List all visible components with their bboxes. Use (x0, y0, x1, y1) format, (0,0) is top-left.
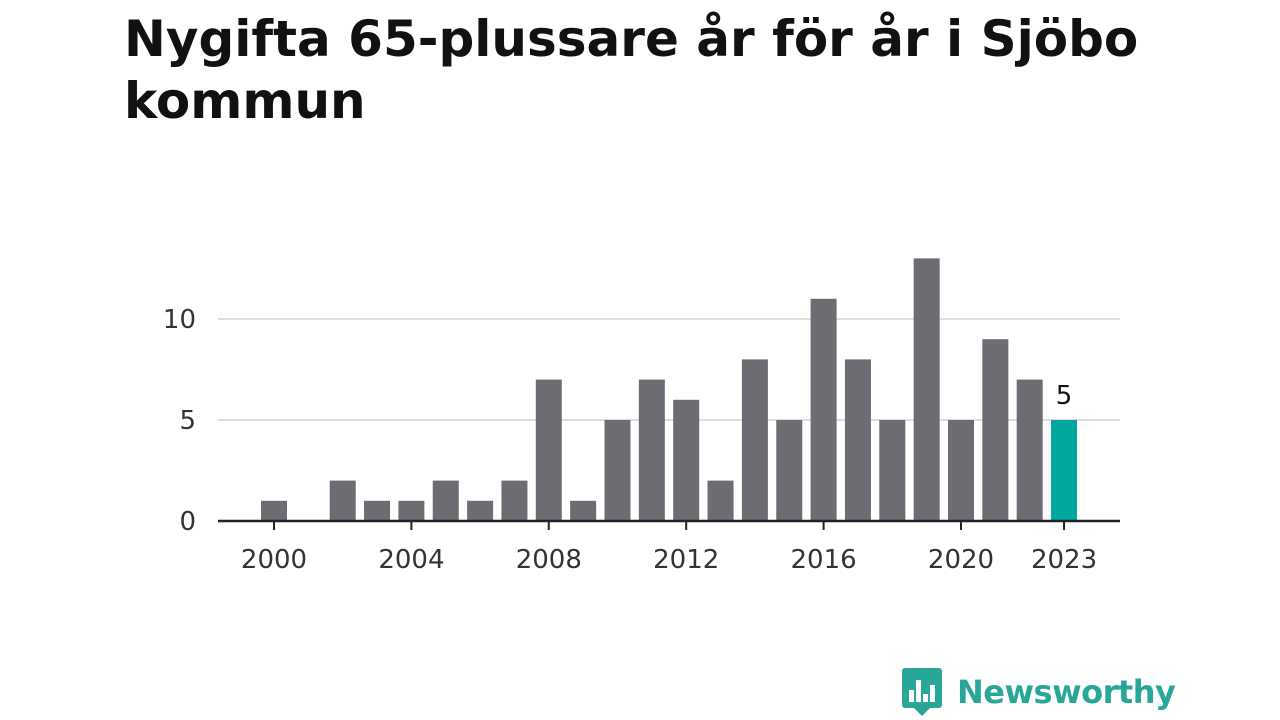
x-tick-label: 2023 (1031, 545, 1097, 575)
newsworthy-logo: Newsworthy (902, 668, 1176, 716)
bar (535, 379, 562, 521)
bar (913, 258, 940, 521)
bar (638, 379, 665, 521)
bar (604, 420, 631, 521)
bar (501, 480, 528, 521)
bar (467, 500, 494, 521)
x-tick-label: 2000 (241, 545, 307, 575)
newsworthy-logo-icon (902, 668, 942, 716)
y-tick-label: 10 (163, 305, 196, 335)
bar (741, 359, 768, 521)
bar (844, 359, 871, 521)
bar-highlighted (1051, 420, 1078, 521)
bar (673, 399, 700, 521)
bar (432, 480, 459, 521)
x-tick-label: 2016 (791, 545, 857, 575)
bar (570, 500, 597, 521)
x-tick-label: 2008 (516, 545, 582, 575)
x-tick-label: 2020 (928, 545, 994, 575)
bar (364, 500, 391, 521)
bar (707, 480, 734, 521)
bar (1016, 379, 1043, 521)
x-tick-label: 2004 (378, 545, 444, 575)
y-tick-label: 0 (179, 507, 196, 537)
bar (776, 420, 803, 521)
bar (398, 500, 425, 521)
highlight-value-label: 5 (1056, 381, 1073, 411)
y-tick-label: 5 (179, 406, 196, 436)
x-tick-label: 2012 (653, 545, 719, 575)
bar (879, 420, 906, 521)
newsworthy-logo-text: Newsworthy (957, 673, 1176, 711)
bar (948, 420, 974, 521)
bar (261, 500, 287, 521)
bar (810, 298, 837, 521)
chart-title: Nygifta 65-plussare år för år i Sjöbo ko… (124, 10, 1139, 130)
bar (982, 339, 1009, 521)
bar (329, 480, 356, 521)
